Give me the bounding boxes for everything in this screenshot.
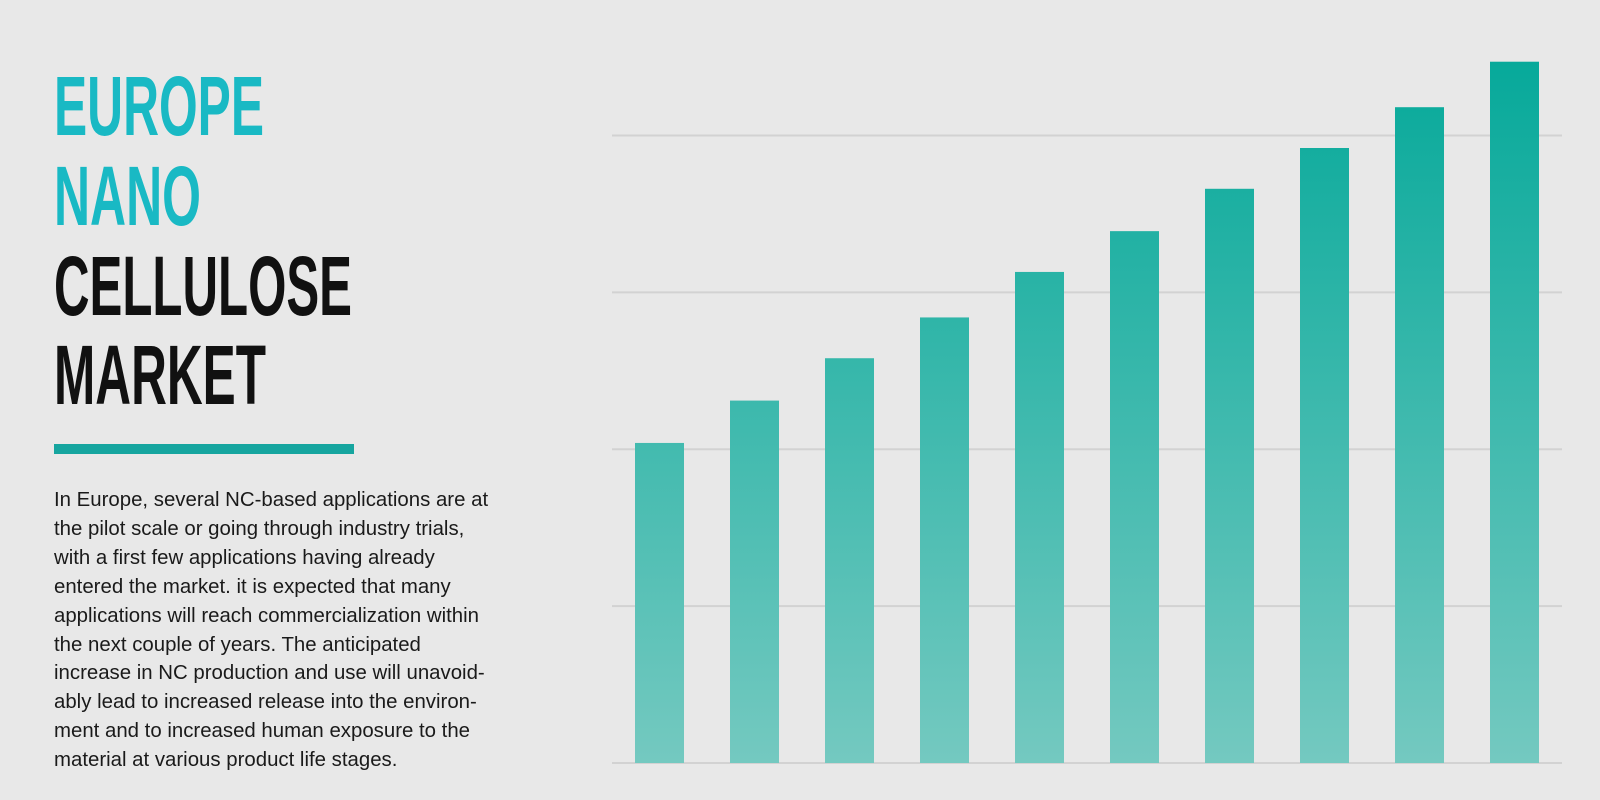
bar — [1110, 231, 1159, 763]
description-line: entered the market. it is expected that … — [54, 575, 451, 598]
title-line: MARKET — [54, 328, 266, 422]
bar — [635, 442, 684, 763]
description: In Europe, several NC-based applications… — [54, 486, 488, 775]
bar — [1490, 61, 1539, 763]
title-line: EUROPE — [54, 59, 264, 153]
bar — [825, 358, 874, 763]
bar — [920, 317, 969, 763]
description-line: material at various product life stages. — [54, 749, 398, 772]
description-line: In Europe, several NC-based applications… — [54, 489, 489, 511]
description-line: increase in NC production and use will u… — [54, 662, 485, 685]
description-line: the next couple of years. The anticipate… — [54, 633, 421, 656]
description-line: ably lead to increased release into the … — [54, 691, 477, 714]
title-underline — [54, 444, 354, 454]
bar — [730, 400, 779, 763]
bar — [1395, 107, 1444, 763]
bar-chart — [612, 61, 1562, 764]
bar — [1015, 271, 1064, 763]
bar — [1300, 147, 1349, 764]
description-line: the pilot scale or going through industr… — [54, 517, 465, 540]
description-line: with a first few applications having alr… — [54, 546, 435, 569]
title-line: CELLULOSE — [54, 239, 352, 333]
bar — [1205, 188, 1254, 763]
description-line: applications will reach commercializatio… — [54, 604, 479, 627]
description-line: ment and to increased human exposure to … — [54, 720, 471, 743]
title-line: NANO — [54, 149, 201, 243]
